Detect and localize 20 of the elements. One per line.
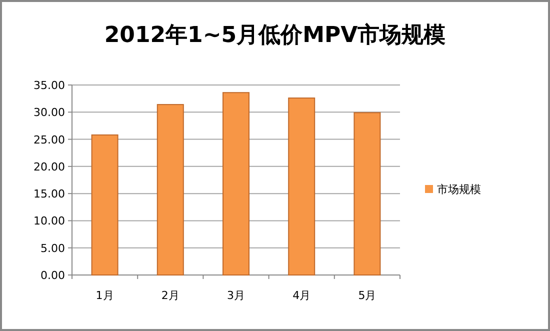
y-tick-label: 20.00 <box>34 160 65 174</box>
x-tick-label: 5月 <box>358 289 376 302</box>
y-tick-label: 30.00 <box>34 106 65 120</box>
bar <box>91 134 118 276</box>
y-tick-label: 25.00 <box>34 133 65 146</box>
y-tick-label: 10.00 <box>34 214 65 228</box>
bar <box>156 104 184 276</box>
y-tick-label: 5.00 <box>40 242 65 255</box>
x-tick-label: 2月 <box>161 289 180 302</box>
y-tick-label: 0.00 <box>40 269 65 282</box>
legend-label: 市场规模 <box>437 183 481 196</box>
x-tick-label: 3月 <box>227 289 245 302</box>
bar <box>222 92 250 276</box>
bar <box>354 112 381 276</box>
chart-title: 2012年1~5月低价MPV市场规模 <box>104 22 446 48</box>
x-tick-label: 1月 <box>96 289 114 302</box>
x-tick-label: 4月 <box>292 289 311 302</box>
y-tick-label: 15.00 <box>34 188 65 201</box>
y-tick-label: 35.00 <box>34 79 65 92</box>
bar <box>288 98 316 276</box>
